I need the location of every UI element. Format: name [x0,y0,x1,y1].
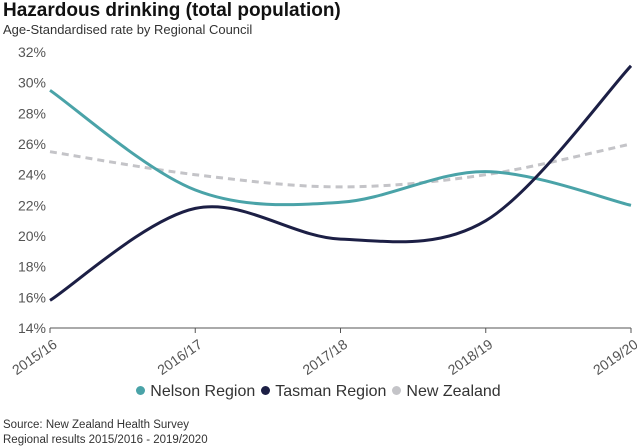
x-axis-labels: 2015/16 2016/17 2017/18 2018/19 2019/20 [9,336,637,378]
y-tick-label: 22% [18,197,46,213]
legend-label: Nelson Region [150,383,256,400]
y-tick-label: 20% [18,228,46,244]
series-lines [49,64,633,302]
legend-marker [261,386,271,395]
series-line-nelson-region [49,89,632,207]
x-tick-label: 2019/20 [590,336,637,378]
series-line-new-zealand [49,142,632,189]
y-tick-label: 14% [18,320,46,336]
legend-marker [136,386,146,395]
legend-item: Nelson Region [136,383,255,401]
x-tick-label: 2015/16 [9,336,60,378]
y-tick-label: 32% [18,44,46,60]
y-tick-label: 16% [18,289,46,305]
x-axis [49,327,632,333]
chart-subtitle: Age-Standardised rate by Regional Counci… [3,22,253,37]
source-text: Source: New Zealand Health Survey [3,419,190,431]
legend: Nelson Region Tasman Region New Zealand [0,383,637,401]
x-tick-label: 2016/17 [154,336,205,378]
source-note: Source: New Zealand Health Survey Region… [3,418,208,448]
source-period: Regional results 2015/2016 - 2019/2020 [3,434,208,446]
legend-marker [392,386,402,395]
y-tick-label: 28% [18,105,46,121]
x-tick-label: 2017/18 [300,336,351,378]
y-tick-label: 26% [18,136,46,152]
legend-item: New Zealand [392,383,501,401]
y-tick-label: 24% [18,167,46,183]
line-chart: 14%16%18%20%22%24%26%28%30%32% 2015/16 20… [9,44,637,378]
x-tick-label: 2018/19 [445,336,496,378]
chart-title: Hazardous drinking (total population) [3,0,341,21]
series-line-tasman-region [49,64,633,302]
legend-item: Tasman Region [261,383,386,401]
y-tick-label: 30% [18,75,46,91]
legend-label: Tasman Region [275,383,387,400]
legend-label: New Zealand [406,383,501,400]
y-axis-labels: 14% 16% 18% 20% 22% 24% 26% 28% 30% 32% [18,44,46,336]
y-tick-label: 18% [18,259,46,275]
